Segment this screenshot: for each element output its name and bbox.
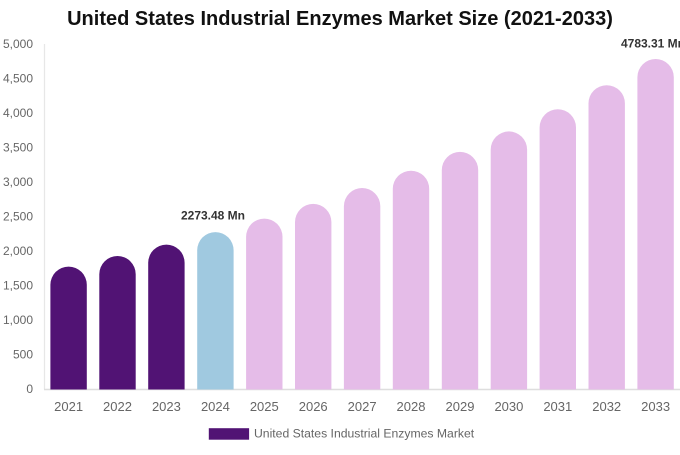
svg-text:2023: 2023: [152, 399, 181, 414]
svg-text:0: 0: [26, 382, 33, 396]
svg-text:2025: 2025: [250, 399, 279, 414]
svg-text:1,000: 1,000: [3, 313, 33, 327]
svg-text:2029: 2029: [446, 399, 475, 414]
svg-text:1,500: 1,500: [3, 279, 33, 293]
svg-text:2,000: 2,000: [3, 244, 33, 258]
svg-text:2,500: 2,500: [3, 210, 33, 224]
svg-text:United States Industrial Enzym: United States Industrial Enzymes Market …: [67, 8, 613, 30]
svg-text:2021: 2021: [54, 399, 83, 414]
svg-text:2022: 2022: [103, 399, 132, 414]
svg-text:3,000: 3,000: [3, 175, 33, 189]
svg-text:United States Industrial Enzym: United States Industrial Enzymes Market: [254, 426, 475, 440]
svg-text:2030: 2030: [494, 399, 523, 414]
svg-text:2032: 2032: [592, 399, 621, 414]
svg-text:2026: 2026: [299, 399, 328, 414]
svg-text:2033: 2033: [641, 399, 670, 414]
svg-text:4,000: 4,000: [3, 106, 33, 120]
svg-text:2024: 2024: [201, 399, 230, 414]
svg-text:4,500: 4,500: [3, 72, 33, 86]
svg-text:3,500: 3,500: [3, 141, 33, 155]
svg-text:500: 500: [13, 348, 33, 362]
svg-text:2028: 2028: [397, 399, 426, 414]
svg-text:2027: 2027: [348, 399, 377, 414]
svg-text:2031: 2031: [543, 399, 572, 414]
svg-text:4783.31 Mn: 4783.31 Mn: [621, 37, 680, 51]
svg-text:5,000: 5,000: [3, 37, 33, 51]
svg-text:2273.48 Mn: 2273.48 Mn: [181, 209, 245, 223]
